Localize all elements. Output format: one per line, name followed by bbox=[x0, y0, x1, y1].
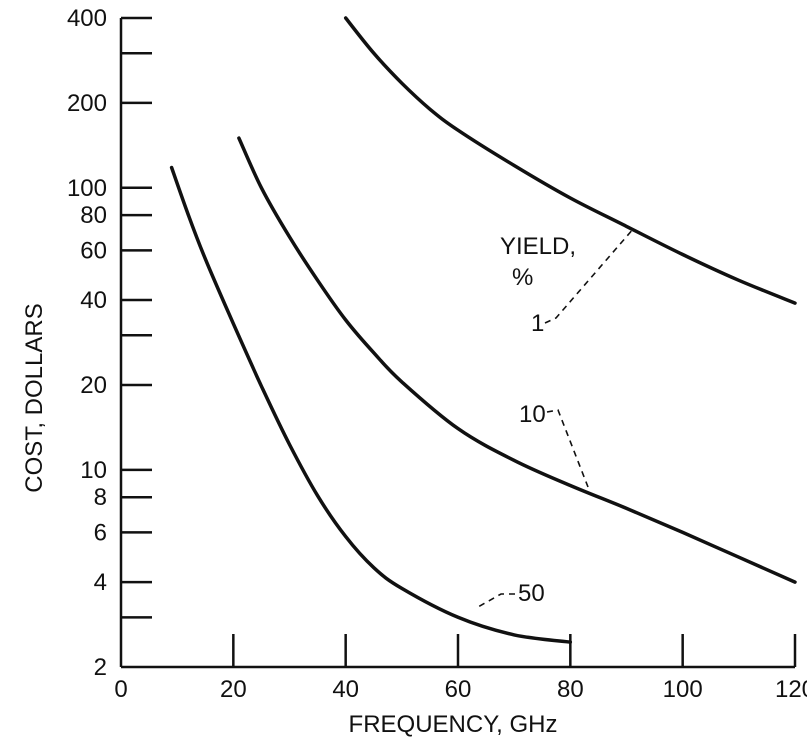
x-tick-label: 120 bbox=[775, 676, 807, 703]
y-tick-label: 60 bbox=[80, 237, 107, 264]
series-label-yield-10: 10 bbox=[519, 401, 546, 428]
series-label-yield-50: 50 bbox=[518, 580, 545, 607]
x-axis-title: FREQUENCY, GHz bbox=[349, 711, 558, 738]
y-tick-label: 2 bbox=[94, 654, 107, 681]
x-tick-label: 20 bbox=[220, 676, 247, 703]
x-tick-label: 80 bbox=[557, 676, 584, 703]
y-tick-label: 100 bbox=[67, 175, 107, 202]
ticks: 02040608010012024681020406080100200400 bbox=[67, 5, 807, 703]
y-tick-label: 40 bbox=[80, 287, 107, 314]
x-tick-label: 0 bbox=[114, 676, 127, 703]
leader-line-yield-1 bbox=[544, 227, 635, 324]
y-tick-label: 6 bbox=[94, 519, 107, 546]
y-tick-label: 10 bbox=[80, 457, 107, 484]
series-line-yield-1 bbox=[343, 16, 797, 305]
series-group bbox=[169, 16, 797, 644]
x-tick-label: 60 bbox=[445, 676, 472, 703]
leader-line-yield-50 bbox=[477, 593, 515, 608]
series-line-yield-50 bbox=[169, 165, 573, 644]
y-tick-label: 200 bbox=[67, 90, 107, 117]
x-tick-label: 100 bbox=[663, 676, 703, 703]
series-line-yield-10 bbox=[237, 136, 797, 584]
y-tick-label: 80 bbox=[80, 202, 107, 229]
y-tick-label: 8 bbox=[94, 484, 107, 511]
y-tick-label: 20 bbox=[80, 372, 107, 399]
axes bbox=[119, 18, 795, 669]
annotations: YIELD, % 1 10 50 bbox=[477, 227, 635, 608]
leader-line-yield-10 bbox=[546, 409, 589, 488]
y-axis-title: COST, DOLLARS bbox=[21, 303, 48, 492]
y-tick-label: 400 bbox=[67, 5, 107, 32]
series-label-yield-1: 1 bbox=[531, 310, 544, 337]
x-tick-label: 40 bbox=[332, 676, 359, 703]
legend-title-line2: % bbox=[512, 264, 533, 291]
legend-title-line1: YIELD, bbox=[500, 233, 576, 260]
y-tick-label: 4 bbox=[94, 569, 107, 596]
